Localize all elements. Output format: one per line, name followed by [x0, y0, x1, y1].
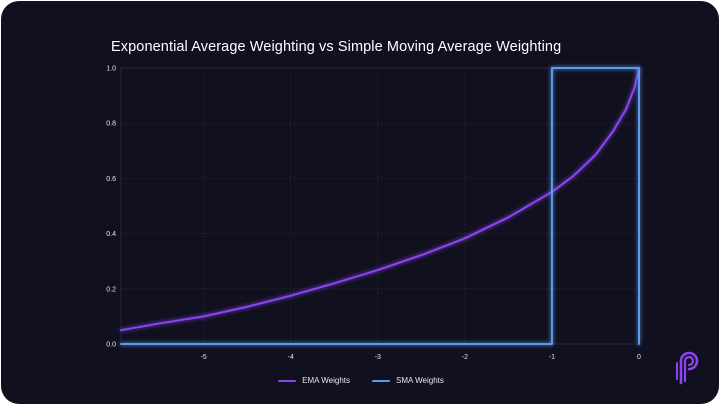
tick-labels: 0.0 0.2 0.4 0.6 0.8 1.0 -5 -4 -3 -2 -1 0: [106, 66, 641, 362]
x-tick-label: 0: [637, 354, 641, 361]
x-tick-label: -2: [462, 354, 468, 361]
grid: [120, 67, 640, 345]
legend-swatch-sma: [372, 379, 390, 382]
x-tick-label: -5: [201, 354, 207, 361]
series-group: [120, 67, 640, 345]
series: [120, 67, 640, 345]
x-tick-label: -4: [288, 354, 294, 361]
chart-title: Exponential Average Weighting vs Simple …: [111, 39, 562, 55]
legend-item-ema[interactable]: EMA Weights: [278, 376, 350, 385]
x-tick-label: -3: [375, 354, 381, 361]
y-tick-label: 0.4: [106, 231, 116, 238]
y-tick-label: 0.6: [106, 176, 116, 183]
legend-label-sma: SMA Weights: [396, 376, 444, 385]
ema-line: [120, 67, 640, 332]
plot-border: [120, 67, 640, 345]
legend-swatch-ema: [278, 379, 297, 382]
y-tick-label: 0.0: [106, 342, 116, 349]
legend: EMA Weights SMA Weights: [1, 376, 719, 385]
x-tick-label: -1: [549, 354, 555, 361]
y-tick-label: 0.2: [106, 286, 116, 293]
legend-item-sma[interactable]: SMA Weights: [372, 376, 444, 385]
series-group: [120, 67, 640, 332]
y-tick-label: 1.0: [106, 66, 116, 73]
sma-line: [120, 67, 640, 345]
legend-label-ema: EMA Weights: [302, 376, 350, 385]
y-tick-label: 0.8: [106, 121, 116, 128]
pi-logo-icon: [676, 351, 699, 385]
